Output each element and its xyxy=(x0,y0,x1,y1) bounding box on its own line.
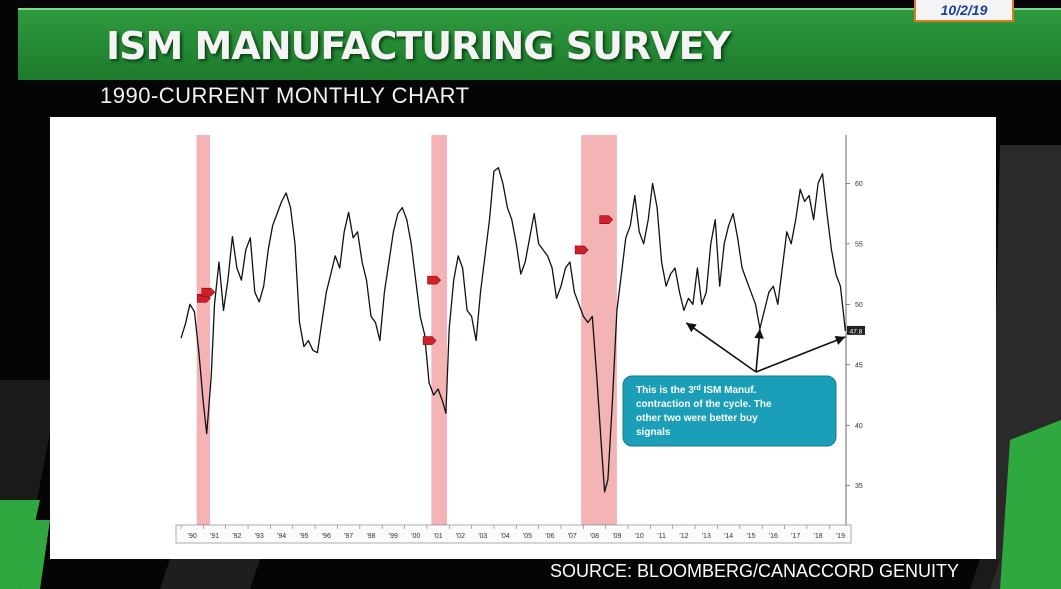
x-tick-label: '90 xyxy=(188,533,197,540)
x-tick-label: '14 xyxy=(724,533,733,540)
x-tick-label: '03 xyxy=(478,533,487,540)
x-tick-label: '04 xyxy=(501,533,510,540)
callout-text: other two were better buy xyxy=(636,413,758,424)
x-tick-label: '07 xyxy=(568,533,577,540)
x-tick-label: '96 xyxy=(322,533,331,540)
callout-text: signals xyxy=(636,427,671,438)
x-tick-label: '97 xyxy=(344,533,353,540)
red-marker xyxy=(599,215,614,224)
red-marker xyxy=(422,336,437,345)
y-tick-label: 40 xyxy=(855,423,863,430)
ism-series-line xyxy=(180,167,846,493)
x-tick-label: '08 xyxy=(590,533,599,540)
last-value-label: 47.8 xyxy=(850,328,863,335)
recession-band xyxy=(431,135,447,525)
x-tick-label: '10 xyxy=(635,533,644,540)
x-tick-label: '02 xyxy=(456,533,465,540)
x-tick-label: '18 xyxy=(813,533,822,540)
x-tick-label: '16 xyxy=(769,533,778,540)
title-banner: ISM MANUFACTURING SURVEY xyxy=(18,8,1061,80)
y-tick-label: 60 xyxy=(855,181,863,188)
x-tick-label: '99 xyxy=(389,533,398,540)
x-tick-label: '11 xyxy=(657,533,666,540)
x-tick-label: '00 xyxy=(411,533,420,540)
x-tick-label: '09 xyxy=(612,533,621,540)
red-marker xyxy=(201,287,216,297)
x-tick-label: '92 xyxy=(232,533,241,540)
date-badge: 10/2/19 xyxy=(914,0,1014,22)
last-value-box xyxy=(847,325,865,335)
x-tick-label: '13 xyxy=(702,533,711,540)
x-tick-label: '15 xyxy=(746,533,755,540)
recession-band xyxy=(196,135,211,525)
x-axis-strip xyxy=(175,524,852,544)
chart-panel: '90 '91 '92 '93 '94 '95 '96 '97 '98 '99 '00 '01 '02 '… xyxy=(50,117,996,559)
x-tick-label: '12 xyxy=(679,533,688,540)
y-tick-label: 35 xyxy=(855,483,863,490)
x-tick-label: '05 xyxy=(523,533,532,540)
x-tick-label: '98 xyxy=(366,533,375,540)
source-caption: SOURCE: BLOOMBERG/CANACCORD GENUITY xyxy=(550,561,960,581)
x-tick-label: '01 xyxy=(433,533,442,540)
y-tick-label: 55 xyxy=(855,241,863,248)
x-tick-label: '91 xyxy=(210,533,219,540)
recession-band xyxy=(581,135,617,525)
callout-arrow xyxy=(685,322,757,373)
callout-text: This is the 3rd ISM Manuf. xyxy=(636,385,757,397)
x-tick-label: '95 xyxy=(299,533,308,540)
x-tick-label: '06 xyxy=(545,533,554,540)
x-tick-label: '94 xyxy=(277,533,286,540)
red-marker xyxy=(574,245,589,255)
chart-subtitle: 1990-CURRENT MONTHLY CHART xyxy=(100,83,470,108)
y-tick-label: 50 xyxy=(855,302,863,309)
x-tick-label: '93 xyxy=(255,533,264,540)
x-tick-label: '17 xyxy=(791,533,800,540)
page-title: ISM MANUFACTURING SURVEY xyxy=(106,24,731,68)
red-marker xyxy=(427,275,442,285)
callout-text: contraction of the cycle. The xyxy=(636,399,772,410)
ism-line-chart: '90 '91 '92 '93 '94 '95 '96 '97 '98 '99 '00 '01 '02 '… xyxy=(175,135,865,544)
y-tick-label: 45 xyxy=(855,362,863,369)
callout-arrow xyxy=(754,328,764,373)
callout-arrow xyxy=(755,335,846,373)
callout-box xyxy=(622,375,837,447)
x-tick-label: '19 xyxy=(836,533,845,540)
